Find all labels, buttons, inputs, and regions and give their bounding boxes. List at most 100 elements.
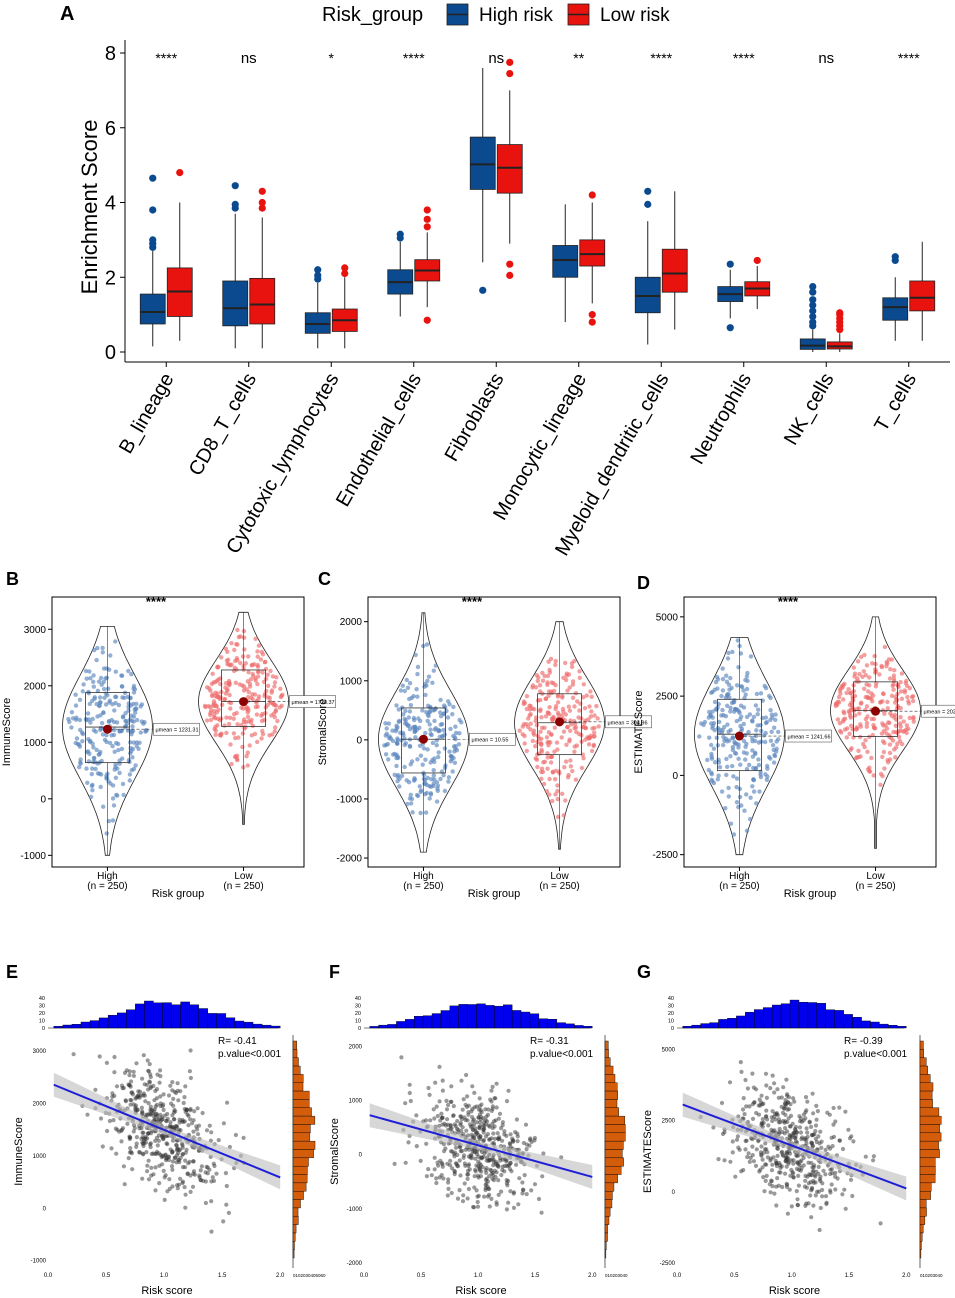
violin-point bbox=[892, 668, 897, 673]
violin-point bbox=[112, 749, 117, 754]
scatter-xtick-label: 1.5 bbox=[218, 1273, 227, 1279]
violin-point bbox=[711, 720, 717, 726]
top-hist-bar bbox=[888, 1025, 898, 1029]
scatter-point bbox=[484, 1119, 490, 1124]
scatter-point bbox=[464, 1128, 469, 1133]
scatter-point bbox=[472, 1185, 477, 1190]
scatter-point bbox=[508, 1132, 513, 1137]
violin-point bbox=[553, 706, 558, 712]
scatter-point bbox=[763, 1071, 769, 1076]
scatter-point bbox=[801, 1163, 806, 1168]
violin-point bbox=[83, 668, 89, 674]
violin-point bbox=[572, 658, 577, 664]
violin-point bbox=[66, 716, 71, 722]
scatter-point bbox=[514, 1117, 520, 1122]
scatter-point bbox=[465, 1196, 470, 1201]
scatter-point bbox=[135, 1094, 140, 1099]
scatter-point bbox=[817, 1227, 822, 1233]
violin-point bbox=[401, 712, 406, 717]
top-hist-bar bbox=[745, 1011, 755, 1029]
top-hist-bar bbox=[153, 1002, 163, 1029]
scatter-point bbox=[437, 1123, 442, 1128]
scatter-point bbox=[175, 1183, 180, 1188]
violin-point bbox=[408, 703, 414, 708]
violin-point bbox=[86, 691, 92, 696]
scatter-point bbox=[214, 1171, 219, 1176]
violin-point bbox=[217, 732, 223, 738]
scatter-point bbox=[158, 1068, 163, 1073]
scatter-point bbox=[444, 1107, 450, 1112]
violin-point bbox=[728, 754, 733, 759]
scatter-point bbox=[188, 1075, 193, 1081]
top-hist-bar bbox=[467, 1004, 477, 1029]
violin-point bbox=[540, 670, 545, 676]
violin-point bbox=[92, 695, 98, 700]
scatter-point bbox=[140, 1109, 145, 1114]
scatter-point bbox=[187, 1069, 192, 1074]
violin-point bbox=[258, 657, 263, 662]
violin-shape bbox=[62, 626, 153, 856]
scatter-point bbox=[500, 1164, 505, 1169]
scatter-point bbox=[504, 1159, 509, 1164]
scatter-point bbox=[521, 1188, 526, 1193]
violin-point bbox=[404, 778, 409, 783]
top-hist-tick-label: 40 bbox=[39, 996, 45, 1002]
scatter-point bbox=[121, 1164, 126, 1169]
scatter-point bbox=[162, 1175, 167, 1180]
violin-point bbox=[773, 712, 778, 717]
scatter-point bbox=[185, 1171, 190, 1177]
violin-point bbox=[863, 673, 869, 678]
scatter-point bbox=[162, 1197, 167, 1202]
top-hist-bar bbox=[879, 1023, 889, 1029]
violin-point bbox=[560, 695, 565, 700]
violin-point bbox=[716, 760, 722, 765]
scatter-point bbox=[140, 1176, 145, 1181]
scatter-point bbox=[462, 1181, 467, 1186]
scatter-point bbox=[754, 1087, 759, 1092]
top-hist-bar bbox=[897, 1026, 907, 1029]
violin-point bbox=[114, 740, 119, 746]
violin-point bbox=[555, 700, 561, 705]
violin-point bbox=[110, 818, 116, 823]
scatter-ytick-label: 0 bbox=[672, 1190, 676, 1196]
panel-a-significance: **** bbox=[155, 50, 177, 66]
violin-point bbox=[905, 694, 910, 700]
violin-point bbox=[741, 721, 746, 727]
violin-point bbox=[524, 694, 530, 699]
scatter-point bbox=[794, 1189, 799, 1194]
violin-point bbox=[898, 715, 903, 720]
violin-point bbox=[102, 686, 107, 692]
scatter-point bbox=[178, 1176, 183, 1181]
violin-point bbox=[728, 675, 733, 681]
box bbox=[909, 280, 936, 312]
violin-point bbox=[726, 794, 731, 799]
scatter-point bbox=[741, 1096, 746, 1101]
scatter-point bbox=[483, 1185, 488, 1191]
violin-point bbox=[751, 765, 756, 771]
violin-group-n: (n = 250) bbox=[403, 881, 443, 892]
violin-point bbox=[131, 719, 136, 724]
violin-point bbox=[849, 723, 854, 728]
scatter-point bbox=[473, 1129, 478, 1134]
right-hist-bar bbox=[919, 1232, 923, 1242]
top-hist-tick-label: 10 bbox=[668, 1019, 674, 1025]
scatter-point bbox=[455, 1119, 460, 1124]
violin-point bbox=[728, 727, 733, 733]
violin-point bbox=[864, 663, 870, 668]
scatter-ytick-label: -1000 bbox=[31, 1259, 47, 1265]
violin-point bbox=[112, 727, 117, 732]
violin-point bbox=[869, 755, 874, 761]
violin-point bbox=[422, 777, 428, 783]
violin-point bbox=[95, 645, 100, 651]
scatter-point bbox=[414, 1144, 419, 1149]
violin-point bbox=[715, 686, 720, 691]
right-hist-tick-labels: 010203040 bbox=[920, 1273, 943, 1278]
violin-point bbox=[732, 750, 738, 756]
violin-point bbox=[91, 684, 97, 689]
violin-point bbox=[887, 742, 893, 747]
violin-point bbox=[554, 740, 560, 745]
violin-point bbox=[386, 757, 391, 762]
scatter-point bbox=[110, 1091, 115, 1096]
violin-point bbox=[210, 671, 215, 676]
